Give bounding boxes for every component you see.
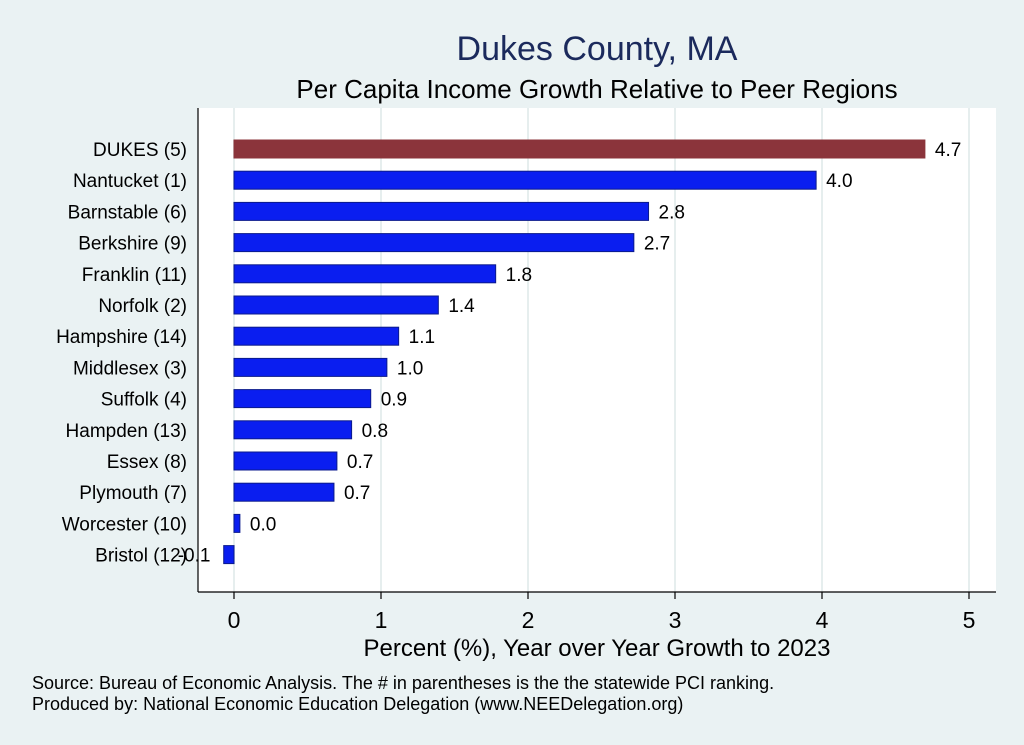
value-label-13: -0.1 xyxy=(178,546,211,567)
bar-13 xyxy=(223,545,235,565)
category-label-1: Nantucket (1) xyxy=(73,171,187,192)
category-label-0: DUKES (5) xyxy=(93,140,187,161)
category-label-5: Norfolk (2) xyxy=(98,296,187,317)
bar-11 xyxy=(233,482,335,502)
source-note: Source: Bureau of Economic Analysis. The… xyxy=(32,673,774,693)
bar-10 xyxy=(233,451,338,471)
x-axis-title: Percent (%), Year over Year Growth to 20… xyxy=(364,635,831,662)
category-label-7: Middlesex (3) xyxy=(73,358,187,379)
bar-0 xyxy=(233,139,926,159)
category-label-9: Hampden (13) xyxy=(66,421,187,442)
category-label-13: Bristol (12) xyxy=(95,546,187,567)
axes xyxy=(197,108,996,593)
chart-title: Dukes County, MA xyxy=(457,30,738,68)
category-label-8: Suffolk (4) xyxy=(101,390,187,411)
value-label-0: 4.7 xyxy=(935,140,961,161)
labels: DUKES (5) 4.7 Nantucket (1) 4.0 Barnstable (… xyxy=(56,140,961,567)
value-label-4: 1.8 xyxy=(506,265,532,286)
category-label-12: Worcester (10) xyxy=(62,514,187,535)
bar-3 xyxy=(233,233,635,253)
x-tick-label-1: 1 xyxy=(375,607,388,633)
category-label-4: Franklin (11) xyxy=(82,265,187,286)
x-tick-label-4: 4 xyxy=(816,607,829,633)
value-label-11: 0.7 xyxy=(344,483,370,504)
x-tick-label-5: 5 xyxy=(963,607,976,633)
x-tick-label-2: 2 xyxy=(522,607,535,633)
value-label-3: 2.7 xyxy=(644,234,670,255)
bar-7 xyxy=(233,357,388,377)
value-label-5: 1.4 xyxy=(448,296,475,317)
value-label-1: 4.0 xyxy=(826,171,852,192)
value-label-8: 0.9 xyxy=(381,390,407,411)
bar-2 xyxy=(233,201,650,221)
x-tick-label-3: 3 xyxy=(669,607,682,633)
category-label-3: Berkshire (9) xyxy=(78,234,187,255)
category-label-6: Hampshire (14) xyxy=(56,327,187,348)
value-label-10: 0.7 xyxy=(347,452,373,473)
x-tick-label-0: 0 xyxy=(228,607,241,633)
bar-5 xyxy=(233,295,439,315)
bar-8 xyxy=(233,389,372,409)
bar-9 xyxy=(233,420,353,440)
value-label-12: 0.0 xyxy=(250,514,276,535)
bar-1 xyxy=(233,170,817,190)
category-label-2: Barnstable (6) xyxy=(68,202,187,223)
bar-6 xyxy=(233,326,400,346)
produced-by-note: Produced by: National Economic Education… xyxy=(32,694,683,714)
chart-subtitle: Per Capita Income Growth Relative to Pee… xyxy=(296,74,897,104)
category-label-11: Plymouth (7) xyxy=(79,483,187,504)
value-label-6: 1.1 xyxy=(409,327,435,348)
x-ticks: 0 1 2 3 4 5 xyxy=(228,592,976,633)
value-label-7: 1.0 xyxy=(397,358,423,379)
category-label-10: Essex (8) xyxy=(107,452,187,473)
bar-4 xyxy=(233,264,497,284)
value-label-9: 0.8 xyxy=(362,421,388,442)
bar-12 xyxy=(233,513,241,533)
value-label-2: 2.8 xyxy=(659,202,685,223)
bars xyxy=(223,139,926,565)
